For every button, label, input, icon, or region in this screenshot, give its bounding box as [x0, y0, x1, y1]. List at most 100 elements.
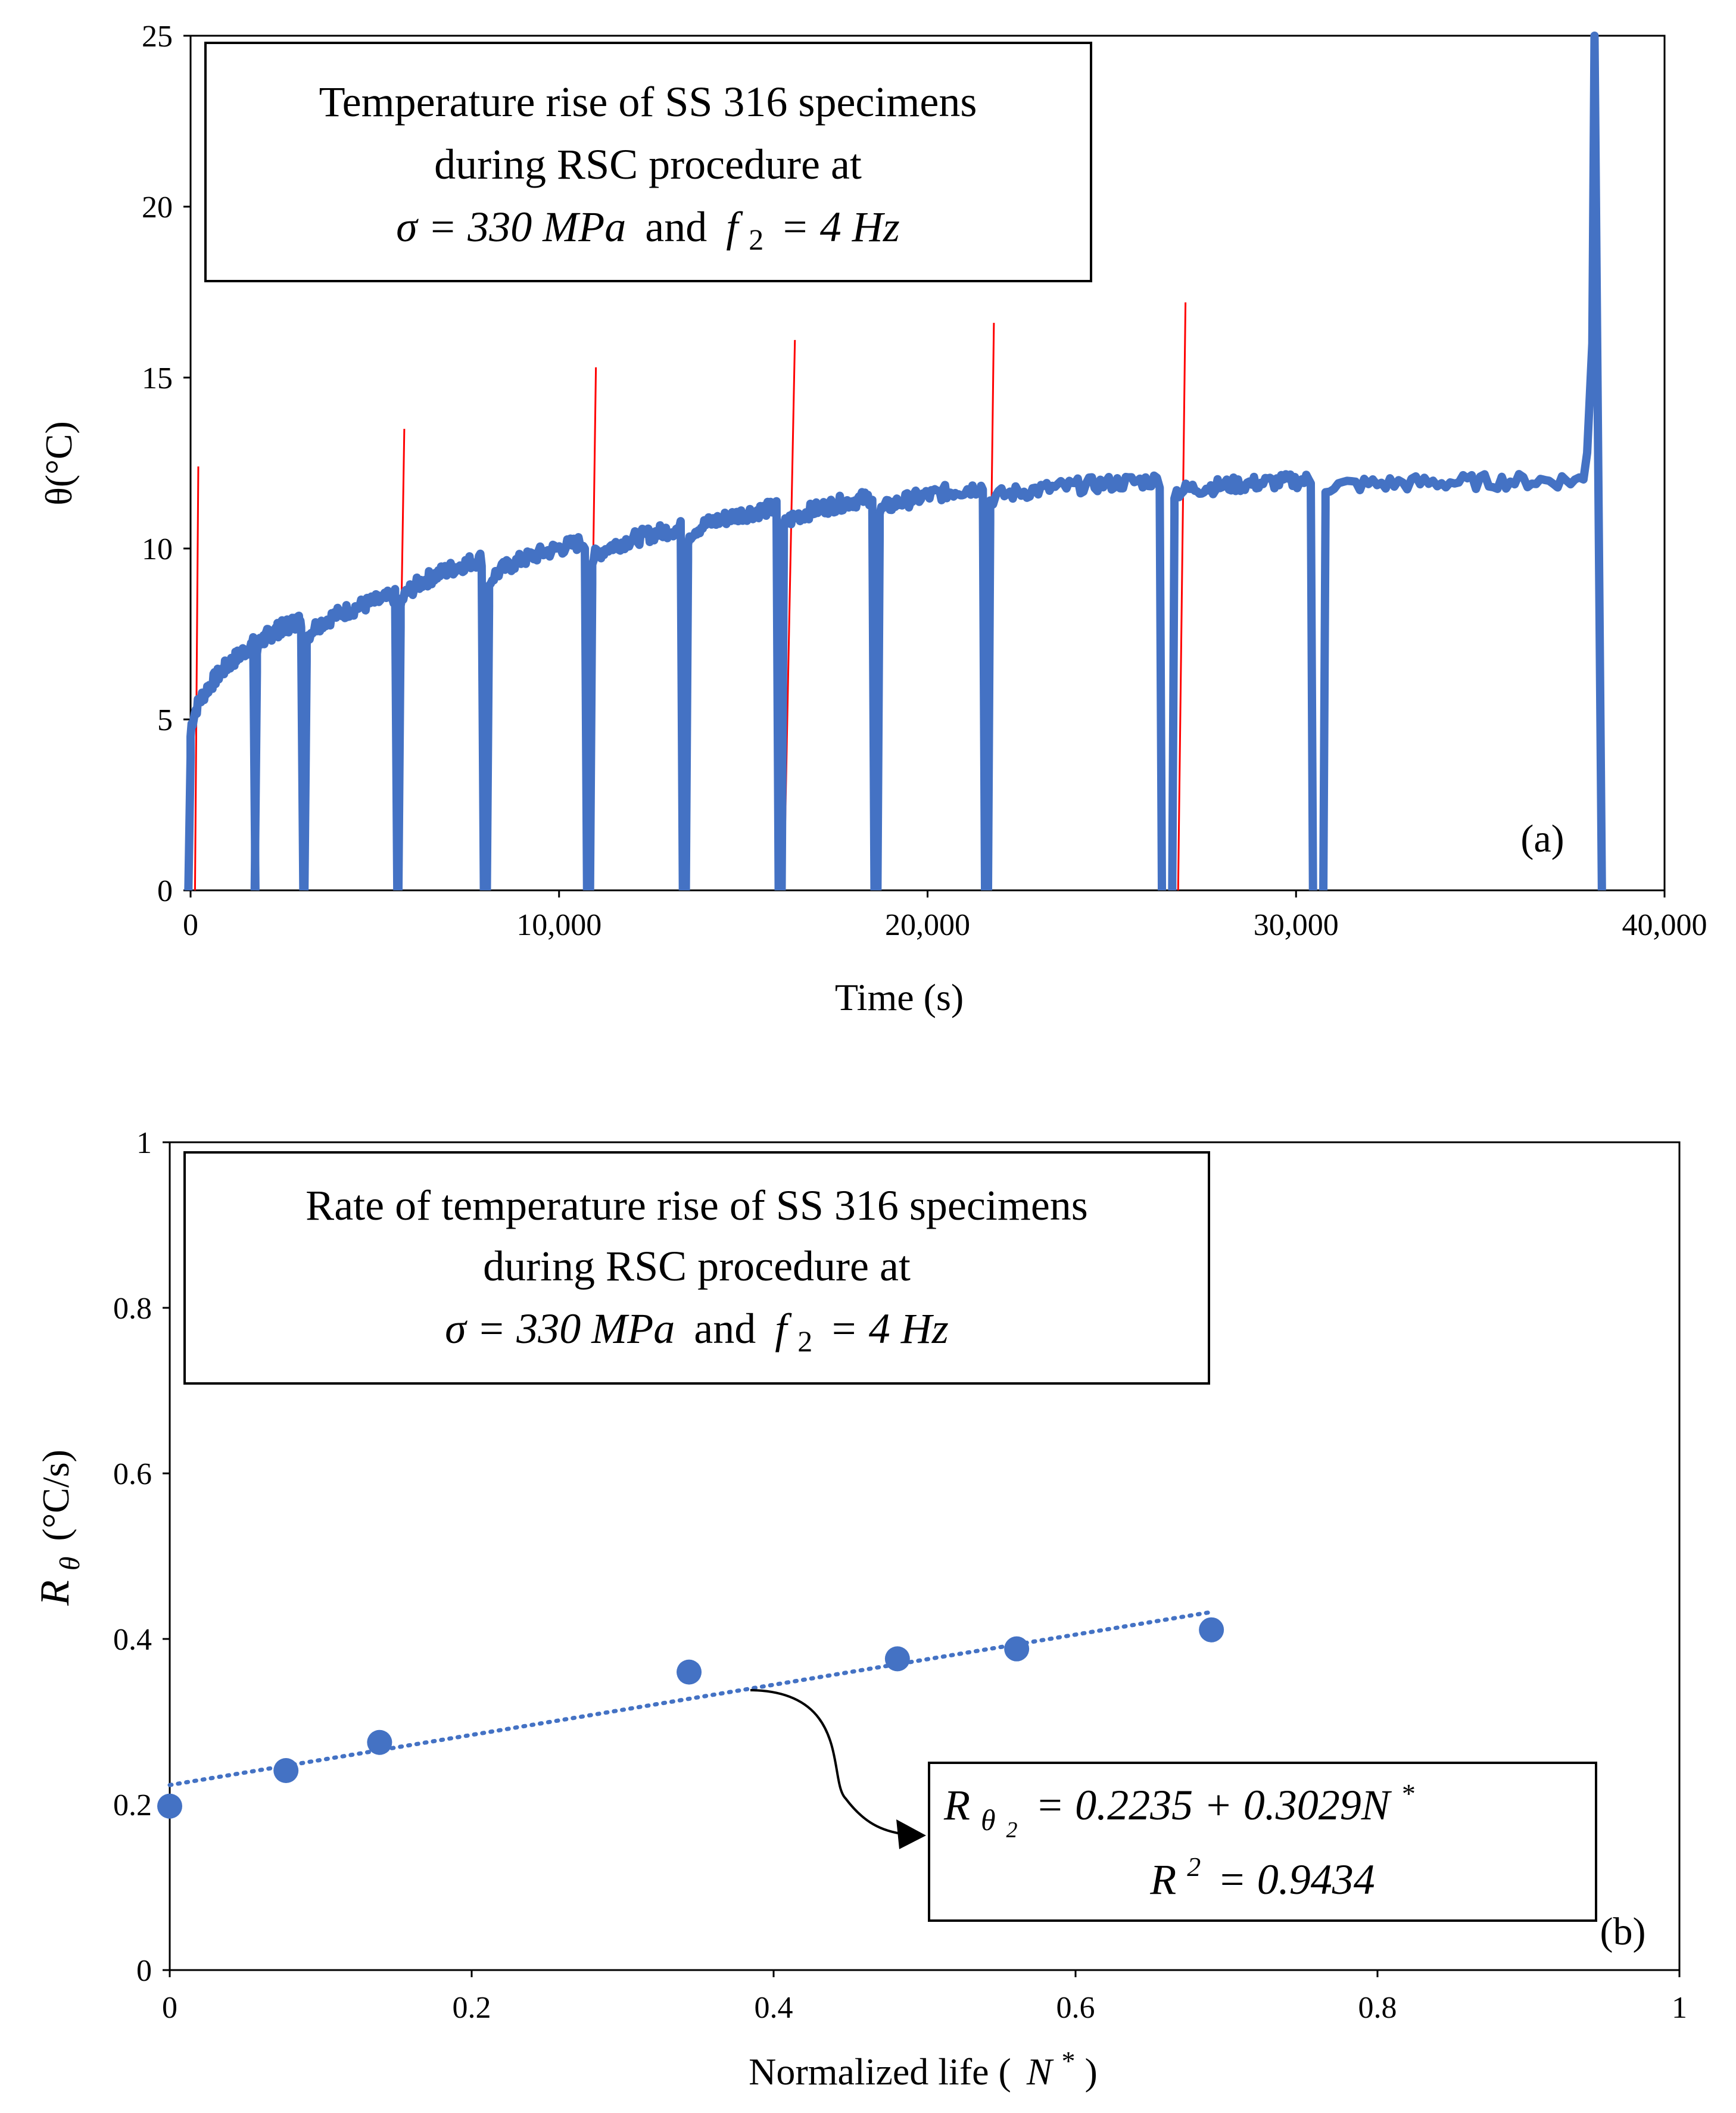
freq-symbol-b: f — [775, 1305, 792, 1352]
eq-lhs-subsubscript-b: 2 — [1006, 1818, 1018, 1843]
y-tick-label-b: 0.4 — [113, 1623, 152, 1657]
y-axis-title-b: R θ (°C/s) — [32, 1450, 88, 1606]
blue-series-a — [184, 32, 1606, 891]
y-tick-label-a: 20 — [142, 191, 173, 225]
panel-label-b: (b) — [1600, 1910, 1646, 1953]
data-point — [884, 1646, 910, 1672]
trendline — [167, 1610, 1214, 1787]
data-point — [677, 1659, 702, 1685]
blue-segment — [1319, 32, 1606, 891]
chart-b: 0 0.2 0.4 0.6 0.8 1 0 0.2 0.4 0.6 0.8 1 R θ (°C/s)… — [32, 1126, 1687, 2093]
data-point — [1199, 1617, 1224, 1643]
blue-segment — [300, 585, 402, 891]
x-tick-labels-b: 0 0.2 0.4 0.6 0.8 1 — [162, 1991, 1687, 2025]
blue-segment — [482, 533, 591, 891]
blue-segment — [681, 497, 783, 891]
eq-rhs-b: = 0.2235 + 0.3029N — [1036, 1781, 1392, 1829]
blue-segment — [1168, 470, 1317, 891]
r2-value-b: = 0.9434 — [1217, 1856, 1375, 1903]
y-tick-label-a: 0 — [157, 874, 173, 908]
freq-subscript-b: 2 — [797, 1324, 812, 1358]
equation-box-b: R θ 2 = 0.2235 + 0.3029N * R 2 = 0.9434 — [928, 1762, 1597, 1922]
y-tick-label-a: 25 — [142, 20, 173, 54]
y-tick-label-b: 0.6 — [113, 1457, 152, 1491]
y-tick-label-b: 1 — [136, 1126, 152, 1160]
data-point — [273, 1758, 299, 1784]
x-tick-label-b: 0.2 — [453, 1991, 491, 2025]
axes-b — [163, 1141, 1681, 1977]
data-point — [157, 1793, 182, 1819]
red-spike — [194, 466, 200, 891]
x-tick-label-a: 20,000 — [885, 908, 970, 942]
regression-equation-b: R θ 2 = 0.2235 + 0.3029N * — [943, 1778, 1414, 1847]
and-word-b: and — [694, 1305, 756, 1352]
x-title-close-b: ) — [1085, 2050, 1098, 2093]
blue-segment — [394, 549, 488, 891]
red-spike — [1177, 302, 1187, 891]
x-tick-label-b: 0.8 — [1358, 1991, 1397, 2025]
y-tick-label-a: 10 — [142, 532, 173, 566]
blue-segment — [873, 481, 990, 891]
y-title-units-b: (°C/s) — [35, 1450, 77, 1541]
y-tick-label-a: 15 — [142, 361, 173, 395]
x-tick-label-a: 10,000 — [516, 908, 601, 942]
chart-a: 0 5 10 15 20 25 0 10,000 20,000 30,000 40,000 θ(°… — [38, 20, 1707, 1018]
blue-segment — [250, 611, 308, 891]
eq-rhs-superscript-b: * — [1401, 1778, 1414, 1809]
y-tick-label-b: 0 — [136, 1954, 152, 1988]
r-squared-b: R 2 = 0.9434 — [1149, 1838, 1375, 1903]
data-point — [367, 1729, 392, 1755]
annotation-box-a: Temperature rise of SS 316 specimens dur… — [204, 42, 1092, 282]
sigma-condition-a: σ = 330 MPa — [396, 203, 626, 251]
callout-arrow-b — [750, 1689, 906, 1835]
data-point — [1004, 1636, 1030, 1662]
x-tick-label-b: 0.6 — [1056, 1991, 1095, 2025]
eq-lhs-subscript-b: θ — [981, 1803, 996, 1837]
y-title-subscript-b: θ — [54, 1557, 86, 1571]
y-title-symbol-b: R — [32, 1580, 78, 1606]
annotation-box-b: Rate of temperature rise of SS 316 speci… — [183, 1151, 1210, 1385]
x-tick-label-a: 40,000 — [1622, 908, 1707, 942]
x-title-superscript-b: * — [1062, 2046, 1076, 2076]
callout-arrowhead-b — [896, 1819, 926, 1849]
panel-label-a: (a) — [1520, 817, 1564, 861]
r2-superscript-b: 2 — [1187, 1852, 1201, 1882]
x-tick-label-b: 0 — [162, 1991, 177, 2025]
annotation-line2-b: during RSC procedure at — [483, 1242, 911, 1290]
freq-subscript-a: 2 — [749, 223, 763, 256]
sigma-condition-b: σ = 330 MPa — [445, 1305, 675, 1352]
annotation-line2-a: during RSC procedure at — [434, 141, 862, 188]
y-axis-title-a: θ(°C) — [38, 421, 80, 506]
x-tick-label-b: 0.4 — [755, 1991, 793, 2025]
eq-lhs-symbol-b: R — [943, 1781, 970, 1829]
annotation-line1-a: Temperature rise of SS 316 specimens — [319, 78, 977, 126]
freq-value-a: = 4 Hz — [780, 203, 900, 251]
freq-symbol-a: f — [726, 203, 743, 251]
blue-segment — [184, 632, 260, 891]
annotation-line3-a: σ = 330 MPa and f 2 = 4 Hz — [396, 203, 900, 259]
y-tick-label-b: 0.8 — [113, 1292, 152, 1326]
blue-segment — [777, 488, 879, 891]
annotation-line1-b: Rate of temperature rise of SS 316 speci… — [306, 1182, 1088, 1229]
x-tick-label-a: 0 — [183, 908, 198, 942]
blue-segment — [983, 471, 1167, 891]
y-tick-labels-a: 0 5 10 15 20 25 — [142, 20, 173, 908]
freq-value-b: = 4 Hz — [829, 1305, 949, 1352]
data-points-b — [157, 1617, 1224, 1819]
r2-symbol-b: R — [1149, 1856, 1176, 1903]
x-tick-label-a: 30,000 — [1254, 908, 1339, 942]
trendline-b — [167, 1610, 1214, 1787]
and-word-a: and — [645, 203, 707, 251]
annotation-line3-b: σ = 330 MPa and f 2 = 4 Hz — [445, 1305, 949, 1361]
y-tick-label-a: 5 — [157, 703, 173, 737]
x-axis-title-a: Time (s) — [835, 976, 964, 1018]
x-title-symbol-b: N — [1026, 2050, 1054, 2093]
y-tick-label-b: 0.2 — [113, 1788, 152, 1822]
y-tick-labels-b: 0 0.2 0.4 0.6 0.8 1 — [113, 1126, 152, 1988]
x-axis-title-b: Normalized life ( N * ) — [749, 2036, 1098, 2093]
x-title-text-b: Normalized life ( — [749, 2050, 1011, 2093]
x-tick-label-b: 1 — [1672, 1991, 1687, 2025]
blue-segment — [585, 517, 687, 891]
x-tick-labels-a: 0 10,000 20,000 30,000 40,000 — [183, 908, 1707, 942]
